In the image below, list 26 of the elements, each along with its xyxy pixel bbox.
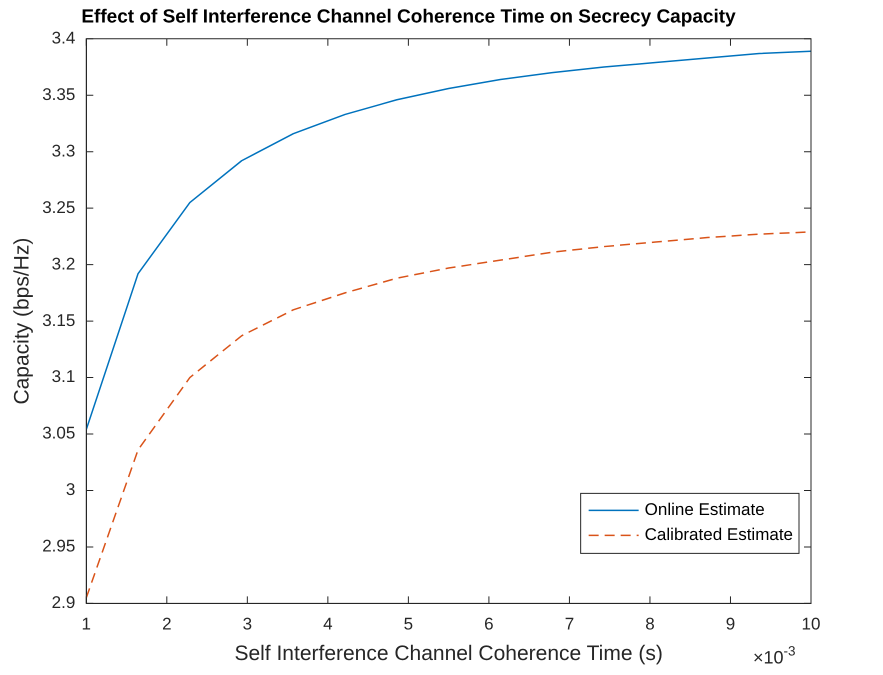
y-tick-label: 3.25: [42, 198, 76, 217]
y-tick-label: 3.3: [52, 141, 76, 160]
y-tick-label: 3.1: [52, 367, 76, 386]
chart-title: Effect of Self Interference Channel Coherence Time on Secrecy Capacity: [81, 6, 736, 28]
y-axis-title: Capacity (bps/Hz): [10, 238, 34, 405]
x-tick-label: 6: [484, 614, 494, 634]
x-tick-label: 10: [802, 614, 820, 634]
y-tick-label: 2.95: [42, 536, 76, 556]
y-tick-label: 3.15: [42, 310, 76, 330]
x-tick-label: 8: [645, 614, 655, 634]
x-tick-label: 1: [82, 614, 92, 634]
y-tick-label: 3.35: [42, 84, 76, 104]
x-tick-label: 3: [242, 614, 252, 634]
y-tick-label: 3.05: [42, 424, 76, 443]
y-tick-label: 3: [66, 480, 76, 500]
x-tick-label: 2: [162, 614, 172, 634]
y-tick-label: 3.2: [52, 254, 76, 274]
legend-label: Calibrated Estimate: [644, 525, 793, 544]
x-tick-label: 7: [564, 614, 574, 634]
x-axis-title: Self Interference Channel Coherence Time (s): [234, 642, 663, 666]
x-tick-label: 5: [404, 614, 414, 634]
y-tick-label: 3.4: [52, 28, 76, 48]
x-tick-label: 4: [323, 614, 333, 634]
legend-label: Online Estimate: [644, 500, 765, 520]
x-tick-label: 9: [726, 614, 736, 634]
y-tick-label: 2.9: [52, 593, 76, 612]
